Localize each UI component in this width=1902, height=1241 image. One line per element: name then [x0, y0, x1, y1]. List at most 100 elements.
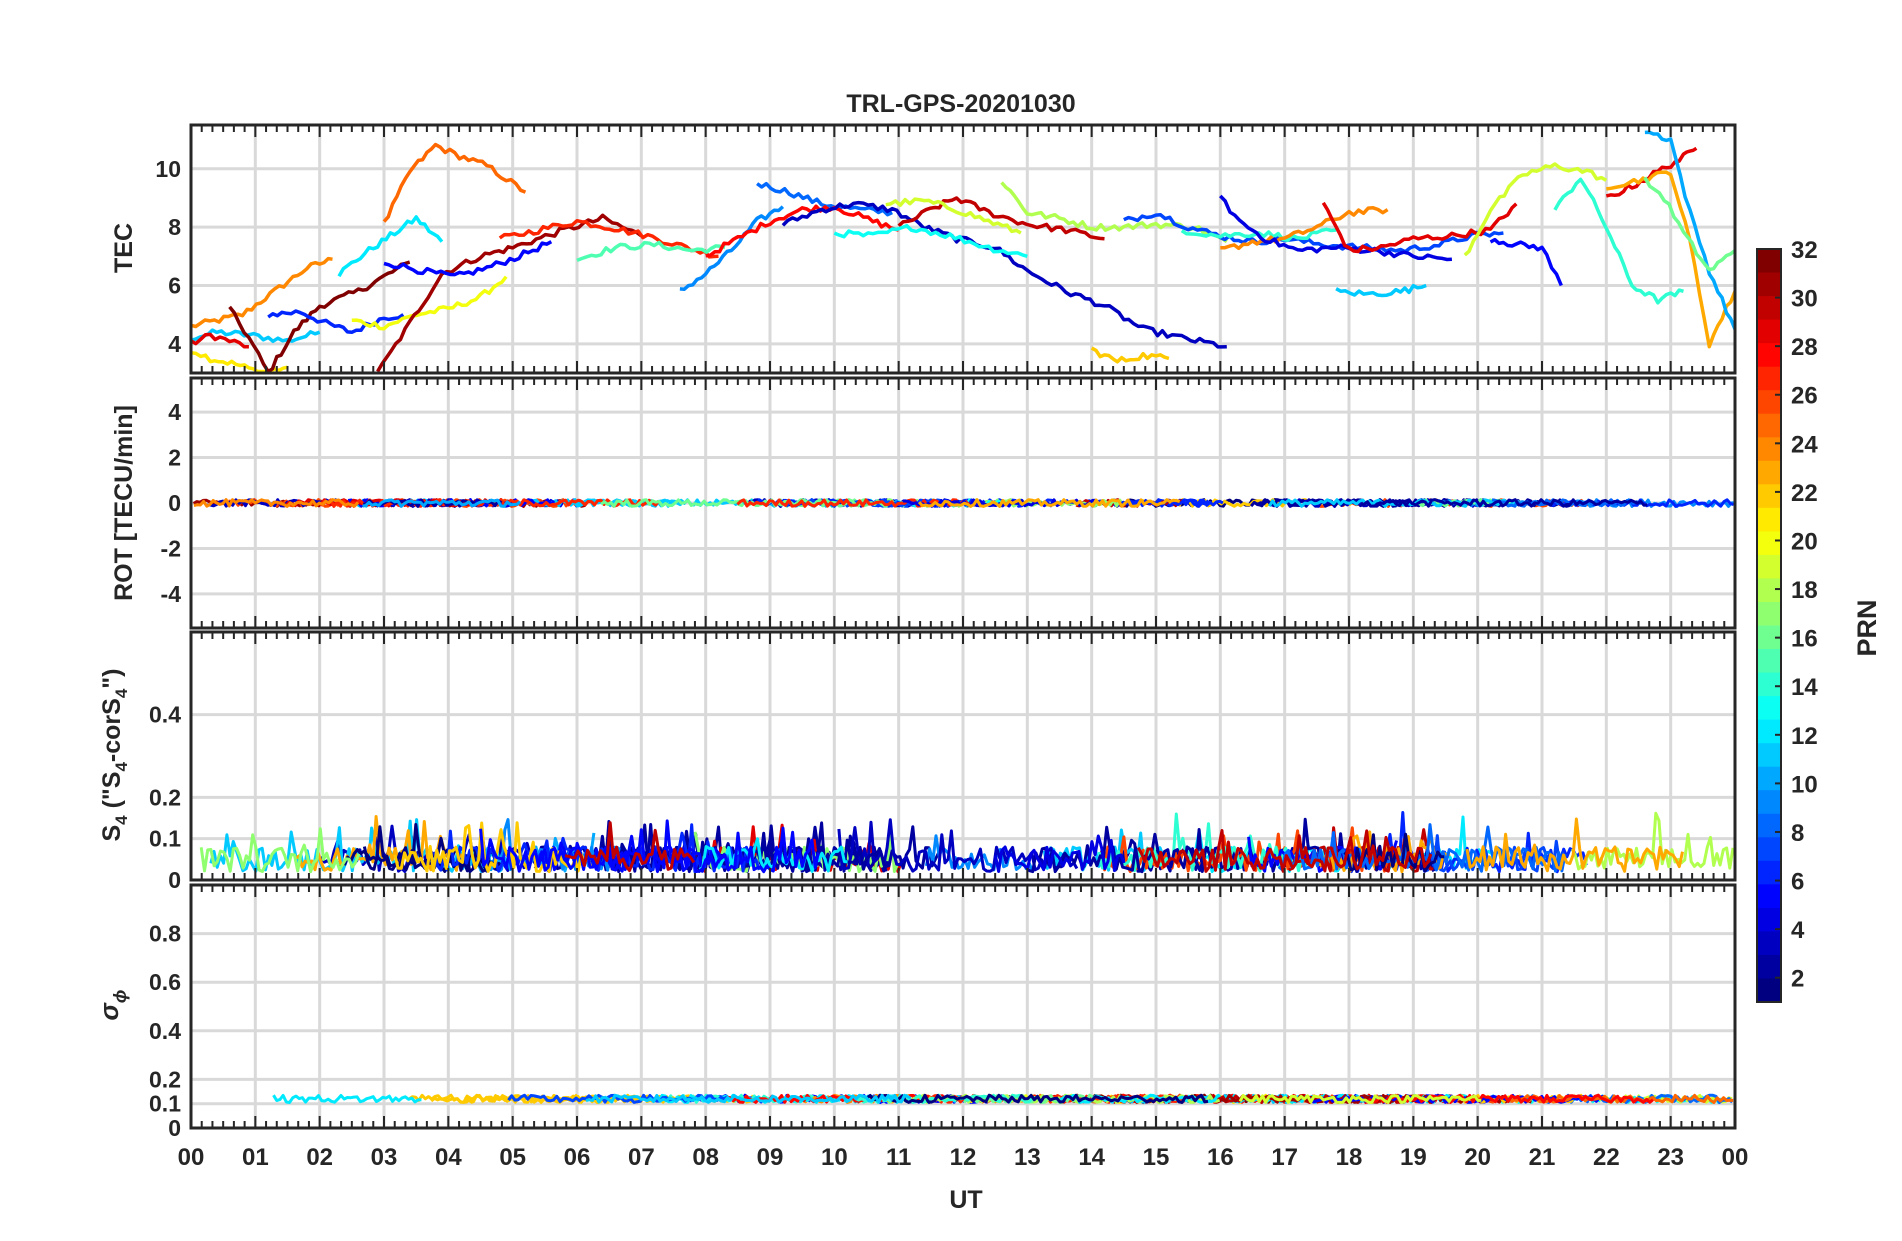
- colorbar-swatch: [1757, 837, 1781, 862]
- colorbar-label: PRN: [1852, 599, 1882, 656]
- tec-series-prn-20: [351, 275, 508, 331]
- y-tick-label: 0: [168, 867, 181, 893]
- colorbar-tick-label: 10: [1791, 771, 1818, 798]
- colorbar-swatch: [1757, 790, 1781, 815]
- s4-panel: 0.4 0.2 0.1 0: [149, 630, 1737, 893]
- tec-series-prn-11: [190, 328, 321, 344]
- x-tick-label: 11: [886, 1144, 911, 1171]
- x-tick-label: 00: [178, 1144, 205, 1171]
- tec-series-prn-32: [228, 260, 411, 374]
- colorbar-tick-label: 24: [1791, 431, 1818, 458]
- colorbar-swatch: [1757, 531, 1781, 556]
- y-tick-label: -4: [161, 581, 182, 607]
- colorbar-swatch: [1757, 672, 1781, 697]
- colorbar-tick-label: 22: [1791, 480, 1818, 507]
- rot-series-prn-2: [1360, 498, 1648, 508]
- tec-series-prn-22: [1090, 346, 1170, 364]
- colorbar-swatch: [1757, 954, 1781, 979]
- y-tick-label: 0.4: [149, 702, 181, 728]
- s4-series-prn-4: [993, 834, 1126, 873]
- colorbar-swatch: [1757, 460, 1781, 485]
- axes-frame: [189, 883, 1737, 1130]
- axes-frame: [189, 376, 1737, 630]
- x-tick-label: 10: [821, 1144, 848, 1171]
- x-tick-label: 17: [1271, 1144, 1298, 1171]
- x-tick-label: 14: [1078, 1144, 1105, 1171]
- colorbar: 32 30 28 26 24 22 20 18 16 14 12 10 8 6 4 2: [1756, 237, 1818, 1003]
- tec-series-prn-25: [382, 142, 527, 223]
- tec-series-prn-24: [1220, 206, 1389, 251]
- tec-series-prn-11: [1335, 283, 1427, 298]
- colorbar-tick-label: 6: [1791, 869, 1804, 896]
- colorbar-tick-label: 30: [1791, 286, 1818, 313]
- tec-panel: 10 8 6 4: [155, 123, 1737, 375]
- colorbar-swatch: [1757, 813, 1781, 838]
- tec-series-prn-10: [1644, 130, 1737, 330]
- y-tick-label: 0.4: [149, 1018, 181, 1044]
- x-tick-label: 04: [435, 1144, 462, 1171]
- tec-series-prn-7: [1123, 213, 1504, 254]
- x-tick-label: 21: [1529, 1144, 1556, 1171]
- y-tick-label: 0: [168, 1115, 181, 1141]
- tec-series-prn-5: [1489, 237, 1563, 287]
- x-tick-label: 12: [950, 1144, 977, 1171]
- tec-series-prn-29: [1321, 201, 1518, 254]
- tec-series-prn-19: [1463, 162, 1608, 257]
- colorbar-swatch: [1757, 649, 1781, 674]
- colorbar-swatch: [1757, 413, 1781, 438]
- x-axis-label: UT: [949, 1186, 982, 1214]
- tec-series-prn-28: [705, 204, 900, 258]
- y-tick-label: 2: [168, 445, 181, 471]
- colorbar-swatch: [1757, 907, 1781, 932]
- y-tick-label: 0: [168, 490, 181, 516]
- colorbar-swatch: [1757, 296, 1781, 321]
- rot-series-prn-27: [736, 498, 974, 508]
- tec-series-prn-15: [576, 240, 726, 263]
- tec-series-prn-19: [885, 197, 1022, 235]
- sigma-series-prn-28: [1365, 1093, 1654, 1104]
- sigma-series-prn-19: [1238, 1094, 1482, 1104]
- y-tick-label: 6: [168, 272, 181, 298]
- colorbar-swatch: [1757, 249, 1781, 274]
- colorbar-tick-label: 8: [1791, 820, 1804, 847]
- tec-series-prn-29: [190, 332, 249, 349]
- colorbar-frame: [1756, 248, 1782, 1003]
- s4-series-prn-17: [199, 827, 361, 874]
- s4-series-prn-23: [1465, 817, 1684, 873]
- x-tick-label: 20: [1464, 1144, 1491, 1171]
- colorbar-tick-label: 32: [1791, 237, 1818, 264]
- tec-series-prn-14: [1553, 177, 1684, 305]
- x-tick-label: 23: [1657, 1144, 1684, 1171]
- y-tick-label: 0.2: [149, 784, 181, 810]
- tec-series-prn-6: [267, 309, 405, 335]
- x-tick-label: 13: [1014, 1144, 1041, 1171]
- axes-frame: [189, 123, 1737, 375]
- y-tick-label: -2: [161, 535, 181, 561]
- colorbar-swatch: [1757, 931, 1781, 956]
- tec-series-prn-29: [1605, 146, 1698, 198]
- y-tick-label: 4: [168, 331, 181, 357]
- s4-ylabel: S4 ("S4-corS4"): [98, 669, 131, 842]
- colorbar-swatch: [1757, 272, 1781, 297]
- x-tick-label: 02: [306, 1144, 333, 1171]
- colorbar-tick-label: 14: [1791, 674, 1818, 701]
- tec-series-prn-23: [1606, 170, 1737, 349]
- x-tick-label: 09: [757, 1144, 784, 1171]
- x-tick-label: 07: [628, 1144, 655, 1171]
- y-tick-label: 10: [155, 156, 181, 182]
- s4-series-prn-30: [564, 821, 696, 873]
- colorbar-tick-label: 26: [1791, 383, 1818, 410]
- x-tick-label: 01: [242, 1144, 269, 1171]
- colorbar-swatch: [1757, 484, 1781, 509]
- s4-series-prn-30: [1136, 829, 1433, 873]
- colorbar-swatch: [1757, 319, 1781, 344]
- sigma-series-prn-12: [272, 1093, 422, 1104]
- colorbar-swatch: [1757, 719, 1781, 744]
- y-tick-label: 0.8: [149, 921, 181, 947]
- colorbar-swatch: [1757, 766, 1781, 791]
- tec-series-prn-16: [1643, 176, 1737, 272]
- colorbar-tick-label: 20: [1791, 528, 1818, 555]
- y-tick-label: 0.2: [149, 1066, 181, 1092]
- rot-series-prn-24: [193, 498, 360, 508]
